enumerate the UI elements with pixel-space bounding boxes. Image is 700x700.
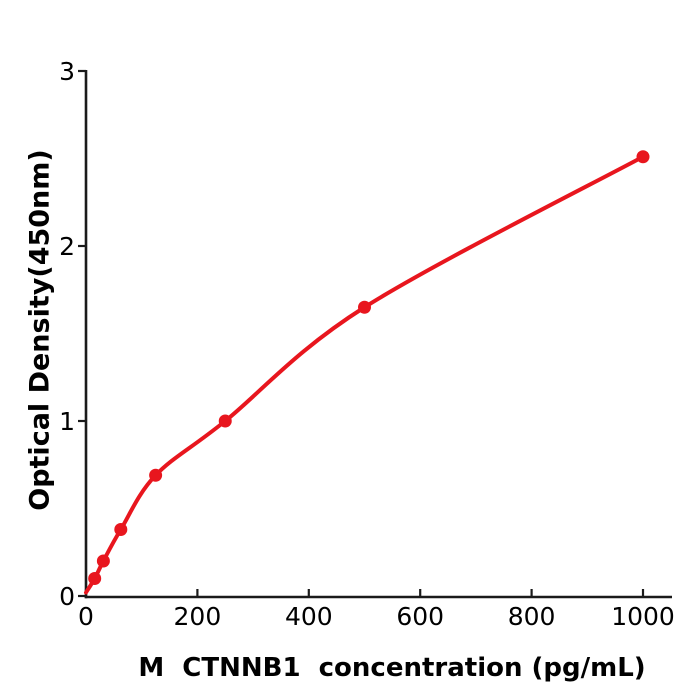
- y-tick-label: 0: [59, 582, 75, 611]
- data-point: [218, 414, 232, 428]
- y-tick-label: 3: [59, 57, 75, 86]
- x-tick-label: 1000: [611, 602, 675, 631]
- x-tick-label: 400: [285, 602, 333, 631]
- y-tick-label: 2: [59, 232, 75, 261]
- x-axis-title: M CTNNB1 concentration (pg/mL): [138, 653, 646, 683]
- data-point: [149, 468, 163, 482]
- data-point: [358, 300, 371, 314]
- x-tick-label: 800: [508, 602, 556, 631]
- x-tick-label: 600: [396, 602, 444, 631]
- data-point: [114, 523, 128, 536]
- standard-curve-line: [84, 154, 645, 595]
- data-point: [88, 572, 102, 585]
- y-tick-label: 1: [59, 407, 75, 436]
- y-axis-title: Optical Density(450nm): [24, 149, 56, 511]
- data-point: [96, 554, 110, 568]
- data-point: [636, 150, 650, 164]
- x-tick-label: 200: [174, 602, 222, 631]
- x-tick-label: 0: [78, 602, 94, 631]
